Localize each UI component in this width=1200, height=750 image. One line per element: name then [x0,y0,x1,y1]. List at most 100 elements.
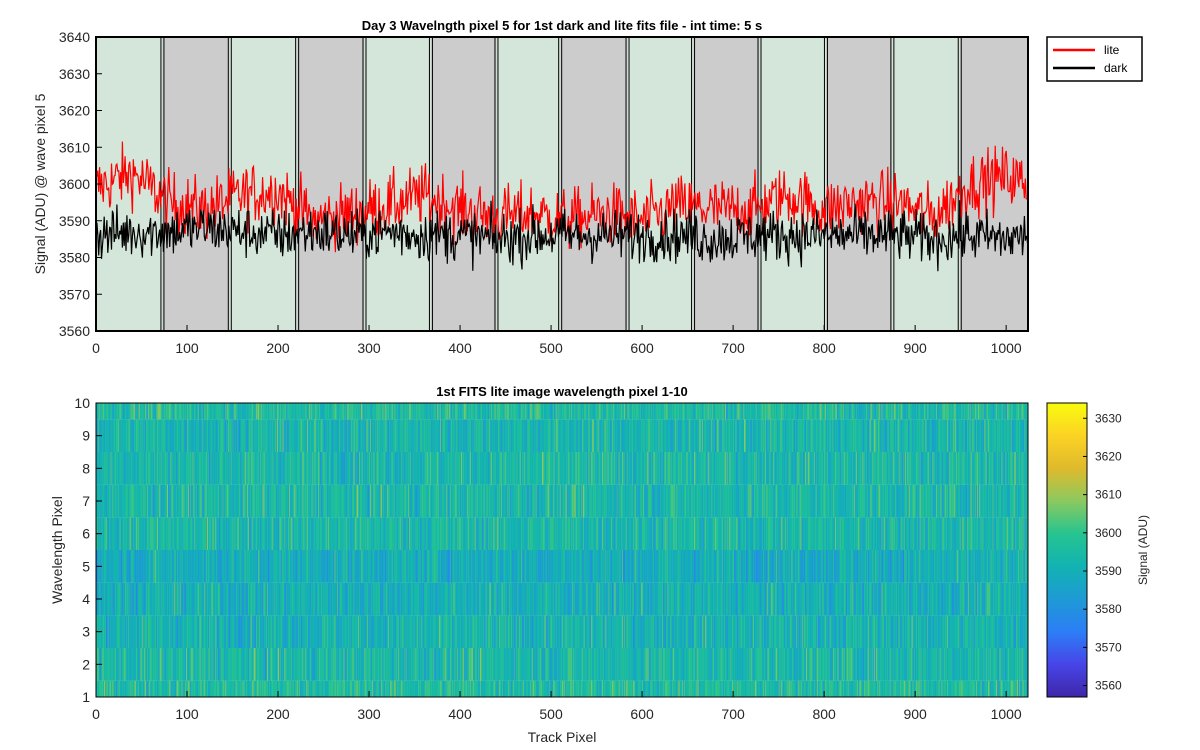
heatmap-cell [617,550,619,583]
heatmap-cell [810,648,812,681]
heatmap-cell [807,648,810,681]
heatmap-cell [256,550,258,583]
heatmap-cell [824,680,826,697]
heatmap-cell [955,680,957,697]
heatmap-cell [305,680,307,697]
heatmap-cell [202,680,204,697]
heatmap-cell [614,615,617,648]
heatmap-cell [153,680,155,697]
heatmap-cell [450,615,452,648]
heatmap-cell [512,648,515,681]
heatmap-cell [714,582,717,616]
heatmap-cell [369,680,372,697]
heatmap-cell [485,550,487,583]
heatmap-cell [585,550,587,583]
heatmap-cell [663,582,666,616]
heatmap-cell [850,648,852,681]
heatmap-cell [881,680,883,697]
heatmap-cell [609,582,611,616]
heatmap-cell [912,648,914,681]
heatmap-cell [661,680,663,697]
heatmap-cell [232,582,234,616]
heatmap-cell [757,550,759,583]
heatmap-cell [314,648,316,681]
heatmap-cell [536,582,538,616]
heatmap-cell [166,648,169,681]
heatmap-cell [845,680,847,697]
heatmap-cell [501,615,503,648]
heatmap-cell [772,680,774,697]
heatmap-cell [387,615,389,648]
heatmap-cell [938,680,941,697]
heatmap-cell [650,648,652,681]
heatmap-cell [425,582,427,616]
heatmap-cell [177,648,180,681]
heatmap-cell [207,550,210,583]
heatmap-cell [382,582,385,616]
heatmap-cell [751,648,753,681]
heatmap-cell [860,648,862,681]
heatmap-cell [170,680,172,697]
heatmap-cell [719,615,721,648]
heatmap-cell [498,648,500,681]
heatmap-cell [262,550,264,583]
heatmap-cell [567,680,569,697]
heatmap-cell [179,582,182,616]
heatmap-cell [328,680,330,697]
heatmap-cell [631,582,633,616]
heatmap-cell [872,582,874,616]
heatmap-cell [381,582,384,616]
heatmap-cell [139,550,141,583]
heatmap-cell [669,550,671,583]
heatmap-cell [388,680,390,697]
heatmap-cell [300,582,303,616]
heatmap-cell [795,582,798,616]
heatmap-cell [416,550,418,583]
heatmap-cell [289,615,292,648]
heatmap-cell [197,680,200,697]
heatmap-cell [739,550,741,583]
heatmap-cell [483,582,486,616]
heatmap-cell [780,550,782,583]
heatmap-cell [901,680,903,697]
heatmap-cell [830,615,832,648]
heatmap-cell [131,582,133,616]
heatmap-cell [478,615,480,648]
heatmap-cell [675,680,678,697]
heatmap-cell [597,615,599,648]
heatmap-cell [638,582,640,616]
heatmap-cell [622,582,625,616]
heatmap-cell [163,680,165,697]
heatmap-cell [490,680,492,697]
heatmap-cell [182,550,184,583]
heatmap-cell [744,680,746,697]
heatmap-cell [318,582,321,616]
heatmap-cell [207,615,209,648]
heatmap-cell [511,648,513,681]
heatmap-cell [509,680,511,697]
heatmap-cell [114,550,116,583]
heatmap-cell [102,680,104,697]
heatmap-cell [710,550,712,583]
heatmap-cell [493,648,496,681]
heatmap-cell [676,550,678,583]
heatmap-cell [886,680,889,697]
heatmap-cell [267,648,269,681]
heatmap-cell [802,615,804,648]
heatmap-cell [491,550,494,583]
top-shaded-bands [96,37,1028,331]
heatmap-cell [550,582,552,616]
heatmap-cell [545,680,547,697]
heatmap-cell [846,648,849,681]
heatmap-cell [160,648,162,681]
heatmap-cell [420,648,423,681]
heatmap-cell [344,680,346,697]
heatmap-cell [648,582,650,616]
heatmap-cell [681,550,683,583]
y-tick-label: 3600 [59,176,90,192]
heatmap-cell [146,582,148,616]
heatmap-cell [290,550,293,583]
heatmap-cell [824,615,826,648]
heatmap-cell [514,648,516,681]
heatmap-cell [643,615,646,648]
